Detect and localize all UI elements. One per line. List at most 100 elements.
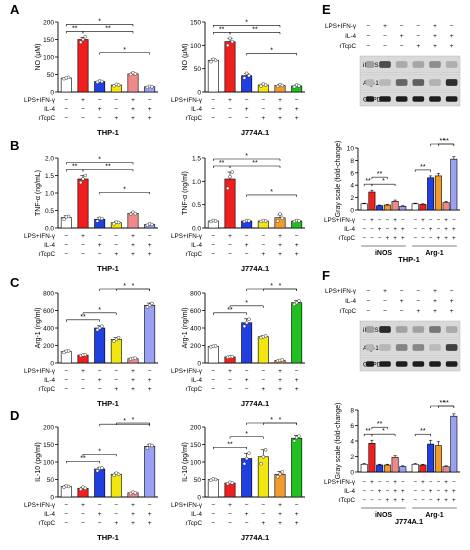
data-point: [213, 219, 218, 223]
significance-label: **: [80, 314, 86, 321]
significance-label: *: [382, 428, 385, 435]
treatment-sign: +: [393, 226, 397, 233]
treatment-label: LPS+IFN-γ: [24, 502, 56, 509]
treatment-sign: −: [400, 43, 404, 50]
data-point: [83, 352, 88, 357]
y-tick-label: 1.5: [192, 156, 201, 163]
treatment-sign: +: [278, 377, 282, 384]
treatment-label: LPS+IFN-γ: [325, 288, 357, 295]
data-point: [78, 180, 83, 185]
blot-band: [395, 96, 408, 102]
treatment-sign: +: [444, 497, 448, 504]
data-point: [100, 466, 104, 470]
data-point: [280, 470, 285, 474]
y-axis-label: IL-10 (pg/ml): [35, 442, 42, 482]
significance-label: **: [440, 138, 446, 145]
treatment-label: rTcpC: [339, 497, 356, 504]
treatment-sign: +: [131, 97, 135, 104]
treatment-sign: −: [211, 251, 215, 258]
bar: [77, 178, 89, 229]
data-point: [278, 212, 282, 216]
y-axis-label: TNF-α (ng/ml): [182, 171, 189, 215]
bar: [450, 415, 458, 473]
treatment-sign: −: [378, 217, 382, 224]
treatment-sign: +: [295, 242, 299, 249]
treatment-sign: −: [295, 97, 299, 104]
treatment-sign: +: [131, 520, 135, 527]
y-tick-label: 8: [350, 158, 354, 165]
treatment-sign: −: [114, 377, 118, 384]
data-point: [213, 58, 218, 63]
data-point: [128, 212, 133, 216]
treatment-sign: +: [131, 377, 135, 384]
treatment-sign: +: [81, 97, 85, 104]
treatment-sign: −: [416, 288, 420, 295]
treatment-sign: −: [148, 368, 152, 375]
treatment-sign: −: [362, 479, 366, 486]
significance-label: *: [132, 417, 135, 424]
treatment-sign: +: [148, 115, 152, 122]
treatment-sign: −: [245, 251, 249, 258]
treatment-sign: +: [450, 33, 454, 40]
treatment-sign: +: [450, 308, 454, 315]
blot-band: [395, 326, 408, 333]
data-point: [133, 211, 138, 216]
treatment-sign: −: [64, 242, 68, 249]
treatment-sign: +: [261, 520, 265, 527]
blot-strip: [359, 55, 461, 74]
treatment-label: IL-4: [345, 33, 356, 40]
treatment-sign: −: [421, 497, 425, 504]
cell-line-label: THP-1: [97, 128, 119, 137]
y-tick-label: 400: [43, 326, 54, 333]
bar: [434, 445, 442, 473]
bar: [207, 346, 219, 364]
treatment-sign: +: [393, 488, 397, 495]
bar: [434, 175, 442, 211]
blot-band: [429, 361, 441, 367]
bar: [419, 464, 427, 473]
significance-label: *: [123, 418, 126, 425]
data-point: [297, 84, 301, 88]
y-tick-label: 50: [47, 72, 55, 79]
significance-label: **: [72, 25, 78, 32]
y-axis-label: Gray scale (fold-change): [335, 403, 342, 480]
data-point: [112, 339, 116, 343]
y-tick-label: 600: [43, 308, 54, 315]
data-point: [244, 456, 249, 461]
data-point: [95, 469, 100, 473]
treatment-sign: −: [64, 115, 68, 122]
treatment-sign: −: [64, 520, 68, 527]
panel-letter: A: [10, 2, 20, 17]
blot-band: [365, 61, 375, 68]
treatment-sign: −: [378, 479, 382, 486]
bar: [360, 463, 368, 473]
treatment-sign: +: [131, 386, 135, 393]
significance-label: **: [227, 441, 233, 448]
treatment-sign: +: [148, 511, 152, 518]
data-point: [112, 473, 116, 478]
blot-band: [379, 361, 391, 367]
treatment-sign: −: [211, 97, 215, 104]
treatment-sign: +: [261, 386, 265, 393]
y-tick-label: 200: [43, 343, 54, 350]
y-tick-label: 0.0: [192, 226, 201, 233]
data-point: [263, 448, 268, 452]
treatment-label: IL-4: [345, 298, 356, 305]
treatment-sign: −: [261, 502, 265, 509]
data-point: [83, 34, 88, 39]
treatment-sign: +: [429, 226, 433, 233]
treatment-sign: +: [98, 511, 102, 518]
treatment-sign: −: [98, 97, 102, 104]
bar: [411, 463, 419, 473]
significance-label: *: [270, 417, 273, 424]
treatment-sign: +: [131, 242, 135, 249]
treatment-sign: +: [416, 43, 420, 50]
y-tick-label: 100: [43, 55, 54, 62]
treatment-sign: +: [400, 298, 404, 305]
treatment-sign: −: [64, 511, 68, 518]
treatment-sign: −: [228, 377, 232, 384]
treatment-sign: +: [437, 235, 441, 242]
blot-band: [379, 344, 391, 351]
treatment-sign: −: [64, 502, 68, 509]
significance-label: *: [123, 283, 126, 290]
